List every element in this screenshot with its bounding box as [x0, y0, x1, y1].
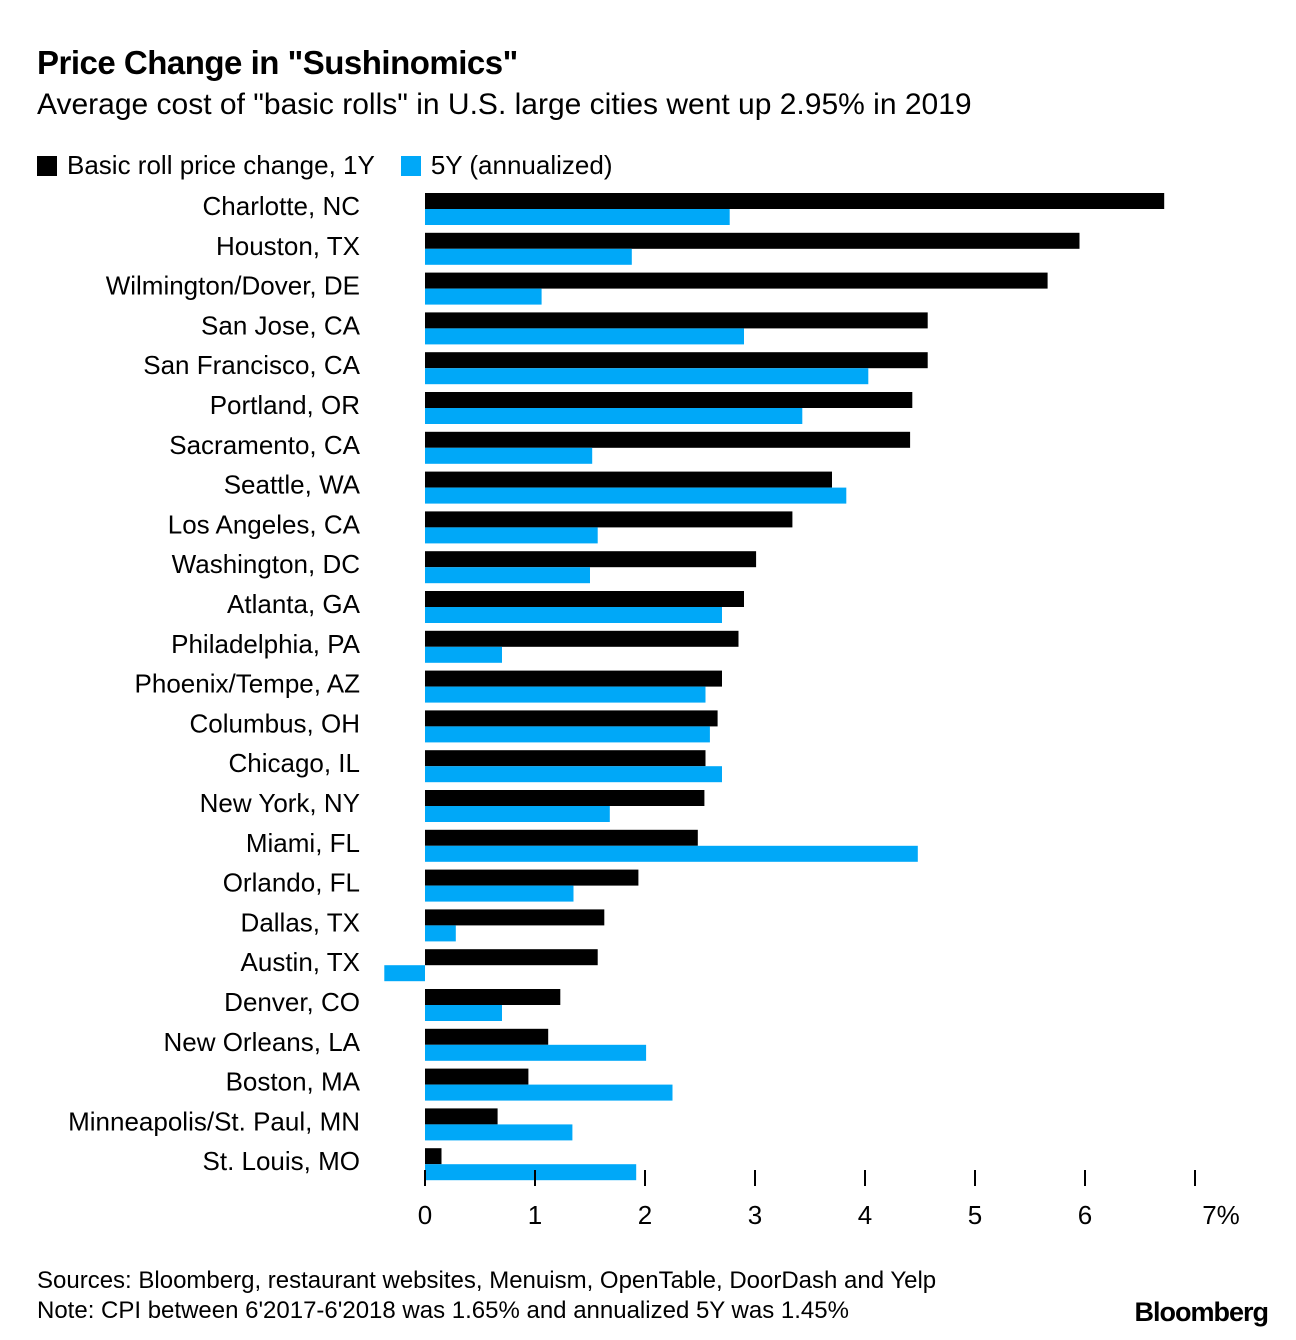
bar-5y	[425, 288, 542, 305]
bar-5y	[425, 766, 722, 783]
x-tick-label: 1	[528, 1200, 542, 1230]
category-label: St. Louis, MO	[203, 1146, 361, 1176]
bar-1y	[425, 710, 718, 727]
category-label: Phoenix/Tempe, AZ	[135, 669, 361, 699]
x-tick-label: 5	[968, 1200, 982, 1230]
category-label: New Orleans, LA	[163, 1027, 360, 1057]
sources-text: Sources: Bloomberg, restaurant websites,…	[37, 1267, 937, 1294]
note-text: Note: CPI between 6'2017-6'2018 was 1.65…	[37, 1297, 849, 1324]
category-label: Houston, TX	[216, 231, 360, 261]
category-label: Los Angeles, CA	[168, 509, 361, 539]
x-tick-label: 6	[1078, 1200, 1092, 1230]
bar-5y	[425, 1164, 637, 1181]
bar-5y	[425, 1044, 647, 1061]
bar-5y	[384, 965, 425, 982]
bar-1y	[425, 551, 757, 568]
category-label: Austin, TX	[241, 947, 360, 977]
bar-1y	[425, 511, 793, 528]
legend-swatch-5y	[400, 155, 421, 176]
bar-5y	[425, 646, 502, 663]
chart-subtitle: Average cost of "basic rolls" in U.S. la…	[37, 88, 972, 121]
bar-5y	[425, 686, 706, 703]
bar-5y	[425, 845, 918, 862]
x-tick-label: 2	[638, 1200, 652, 1230]
x-tick-label: 3	[748, 1200, 762, 1230]
category-label: Columbus, OH	[190, 708, 361, 738]
footnotes: Sources: Bloomberg, restaurant websites,…	[37, 1266, 936, 1326]
bar-1y	[425, 232, 1080, 249]
bar-1y	[425, 272, 1048, 289]
bar-5y	[425, 806, 610, 822]
bar-5y	[425, 328, 744, 345]
category-label: Boston, MA	[226, 1067, 361, 1097]
bar-5y	[425, 527, 598, 544]
category-label: New York, NY	[200, 788, 360, 818]
category-label: Portland, OR	[210, 390, 360, 420]
category-label: Wilmington/Dover, DE	[106, 271, 360, 301]
category-label: Chicago, IL	[228, 748, 360, 778]
legend-label-5y: 5Y (annualized)	[430, 150, 613, 180]
bar-5y	[425, 408, 803, 424]
legend-swatch-1y	[37, 155, 57, 176]
category-label: Denver, CO	[224, 987, 360, 1017]
bar-1y	[425, 1148, 442, 1165]
category-label: Dallas, TX	[241, 907, 360, 937]
category-label: Sacramento, CA	[169, 430, 360, 460]
bloomberg-logo: Bloomberg	[1134, 1297, 1269, 1327]
category-label: Philadelphia, PA	[171, 629, 361, 659]
category-label: Miami, FL	[246, 828, 360, 858]
bar-5y	[425, 607, 722, 623]
bar-5y	[425, 487, 847, 504]
bar-1y	[425, 1028, 549, 1045]
bar-1y	[425, 909, 605, 926]
bar-1y	[425, 949, 598, 966]
bar-5y	[425, 447, 593, 464]
category-label: Washington, DC	[172, 549, 360, 579]
bar-1y	[425, 193, 1165, 209]
legend: Basic roll price change, 1Y 5Y (annualiz…	[37, 150, 612, 181]
x-tick-label: 7%	[1202, 1200, 1240, 1230]
bar-1y	[425, 750, 706, 767]
bar-5y	[425, 248, 632, 265]
category-label: Charlotte, NC	[203, 191, 361, 221]
bar-5y	[425, 925, 456, 942]
bar-1y	[425, 471, 832, 488]
bar-1y	[425, 312, 928, 329]
bar-1y	[425, 1108, 498, 1125]
bar-5y	[425, 726, 710, 743]
bar-5y	[425, 1005, 502, 1021]
x-tick-label: 4	[858, 1200, 872, 1230]
bar-1y	[425, 989, 561, 1005]
bar-1y	[425, 670, 722, 687]
bar-1y	[425, 352, 928, 369]
category-label: Minneapolis/St. Paul, MN	[68, 1106, 360, 1136]
category-label: San Francisco, CA	[143, 350, 360, 380]
bar-1y	[425, 829, 698, 846]
category-label: San Jose, CA	[201, 310, 361, 340]
bar-5y	[425, 1084, 673, 1101]
bar-5y	[425, 368, 869, 385]
bar-5y	[425, 1124, 573, 1141]
bar-5y	[425, 209, 730, 225]
category-label: Atlanta, GA	[227, 589, 361, 619]
category-label: Seattle, WA	[224, 470, 361, 500]
bar-5y	[425, 567, 590, 584]
bar-1y	[425, 392, 913, 408]
chart-title: Price Change in "Sushinomics"	[37, 44, 518, 81]
bar-5y	[425, 885, 574, 902]
bar-1y	[425, 431, 911, 448]
category-label: Orlando, FL	[223, 868, 360, 898]
legend-label-1y: Basic roll price change, 1Y	[67, 150, 375, 180]
bar-1y	[425, 869, 639, 886]
bar-1y	[425, 630, 739, 647]
bar-1y	[425, 1068, 529, 1085]
bar-1y	[425, 591, 744, 607]
bar-1y	[425, 790, 705, 806]
x-tick-label: 0	[418, 1200, 432, 1230]
